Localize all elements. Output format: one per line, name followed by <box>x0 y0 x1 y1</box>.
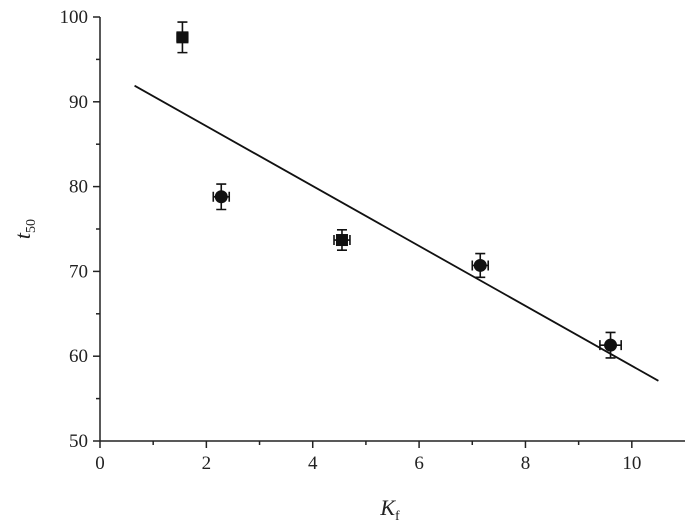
x-tick-label: 2 <box>202 453 212 474</box>
x-tick-label: 0 <box>95 453 105 474</box>
x-axis-label: Kf <box>379 495 400 524</box>
y-tick-label: 50 <box>69 431 88 452</box>
point <box>604 338 618 352</box>
y-tick-label: 80 <box>69 177 88 198</box>
y-tick-label: 70 <box>69 261 88 282</box>
y-axis-label: t50 <box>10 219 39 239</box>
x-label-sub: f <box>395 509 400 524</box>
point <box>176 31 189 44</box>
x-tick-label: 4 <box>308 453 318 474</box>
y-label-sub: 50 <box>24 219 39 233</box>
point <box>214 190 228 204</box>
x-tick-label: 8 <box>521 453 531 474</box>
fit-line <box>134 84 659 382</box>
x-tick-label: 10 <box>622 453 641 474</box>
y-label-main: t <box>10 232 35 239</box>
point <box>473 258 487 272</box>
y-tick-label: 90 <box>69 92 88 113</box>
x-tick-label: 6 <box>414 453 424 474</box>
y-tick-label: 100 <box>60 7 89 28</box>
point <box>335 234 348 247</box>
y-tick-label: 60 <box>69 346 88 367</box>
x-label-main: K <box>379 495 396 520</box>
